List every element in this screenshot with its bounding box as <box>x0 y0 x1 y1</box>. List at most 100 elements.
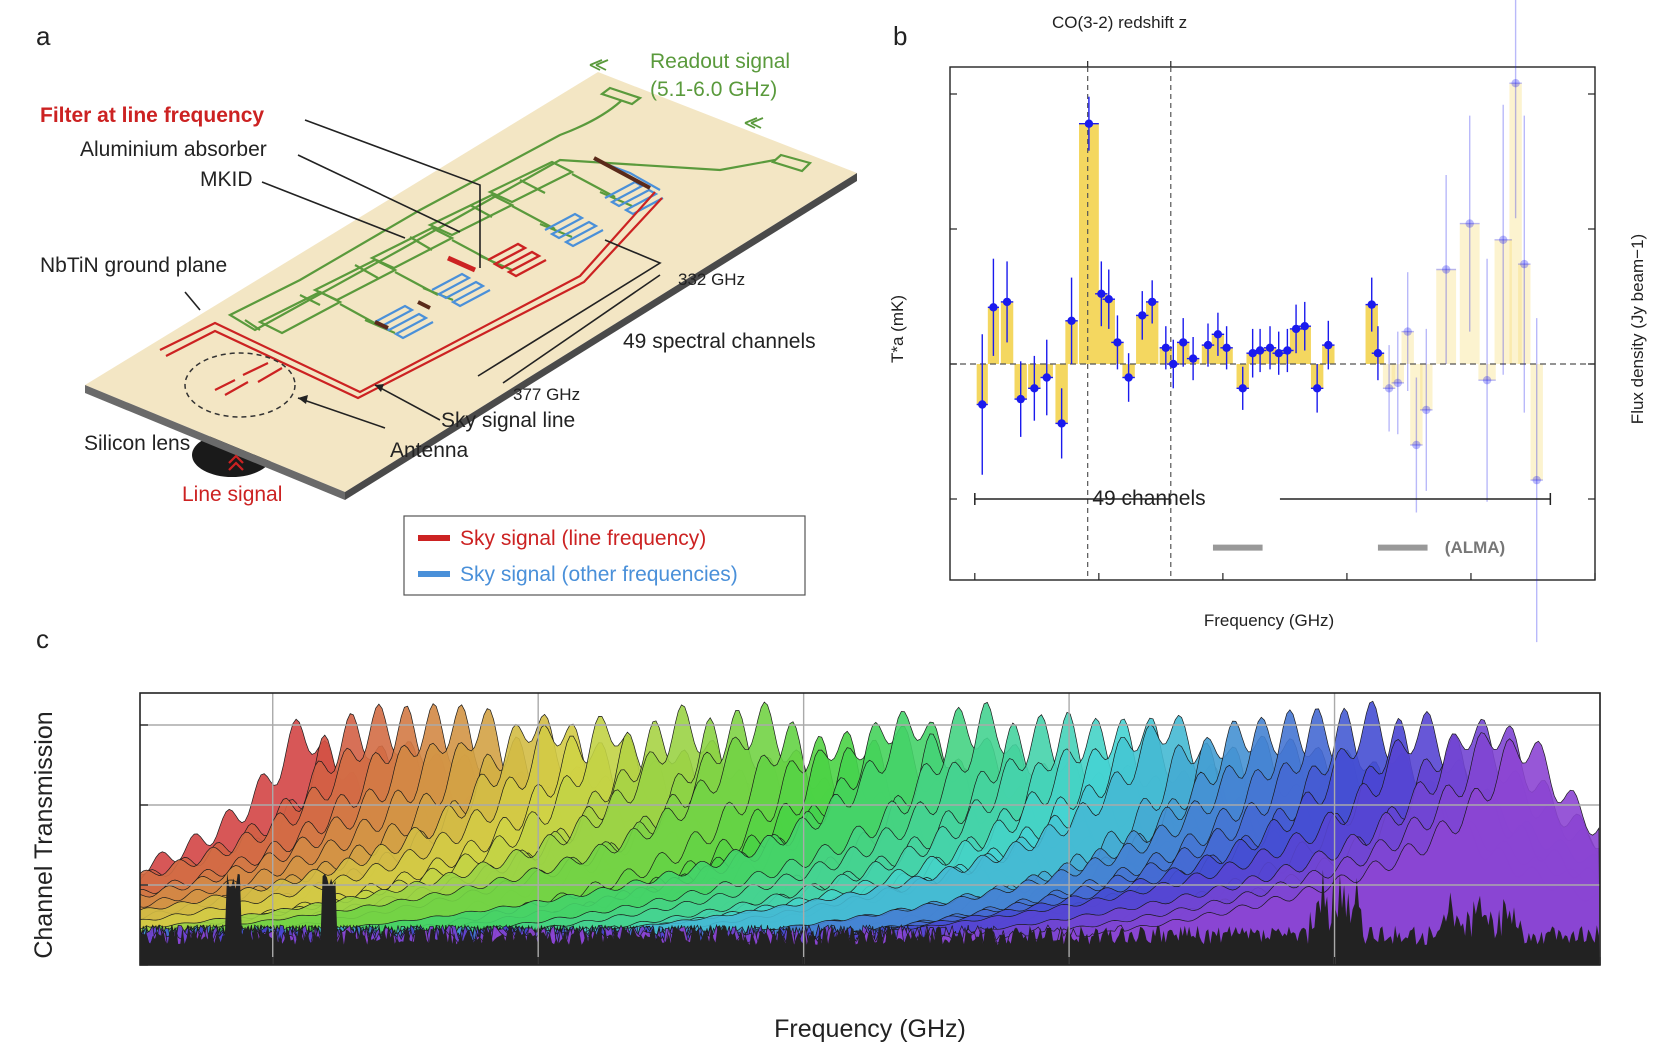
data-point <box>1532 475 1541 485</box>
data-point <box>1203 340 1213 350</box>
panel-b-label: b <box>893 21 907 51</box>
noise-floor-band <box>140 869 1600 965</box>
data-point <box>1511 79 1520 88</box>
data-point <box>1124 373 1133 382</box>
channel-bar <box>1079 123 1099 364</box>
sky-line-label: Sky signal line <box>441 409 575 432</box>
legend-line-frequency: Sky signal (line frequency) <box>460 527 706 550</box>
data-point <box>1412 440 1421 450</box>
freq-low-label: 377 GHz <box>513 385 580 404</box>
legend-swatch-line <box>418 535 450 541</box>
filter-at-line-frequency <box>446 242 547 278</box>
data-point <box>1441 265 1451 274</box>
ground-plane-label: NbTiN ground plane <box>40 254 227 277</box>
sky-signal-highlight <box>374 156 651 330</box>
data-point <box>1393 378 1402 388</box>
data-point <box>1138 311 1147 320</box>
data-point <box>1016 394 1025 404</box>
mkid-label: MKID <box>200 168 253 191</box>
data-point <box>989 303 998 312</box>
panel-c-transmission: c Frequency (GHz) Channel Transmission <box>30 624 1601 1043</box>
panel-a-device-diagram: a <box>36 21 857 596</box>
channel-bar <box>1459 223 1480 364</box>
channel-bar <box>1478 364 1496 381</box>
chip-edge-side <box>345 173 857 500</box>
channels-annotation: 49 channels <box>1092 487 1205 510</box>
channel-bar <box>1436 269 1457 364</box>
panel-c-frame <box>139 692 1601 966</box>
freq-high-label: 332 GHz <box>678 270 745 289</box>
legend-swatch-other <box>418 571 450 577</box>
channel-bar <box>1530 364 1543 481</box>
annotation-arrowheads <box>298 384 384 404</box>
legend-box <box>403 515 806 596</box>
line-signal-arrow-icon <box>228 454 244 471</box>
data-point <box>1520 259 1529 269</box>
panel-b-ylabel: T*a (mK) <box>888 295 907 363</box>
panel-a-legend: Sky signal (line frequency) Sky signal (… <box>403 515 806 596</box>
data-point <box>978 400 987 409</box>
sky-signal-line <box>159 191 663 400</box>
data-point <box>1422 405 1431 415</box>
antenna-label: Antenna <box>390 439 469 462</box>
data-point <box>1113 338 1122 347</box>
antenna-outline <box>184 352 296 418</box>
channels-label: 49 spectral channels <box>623 330 816 353</box>
data-point <box>1403 327 1412 336</box>
silicon-lens-label: Silicon lens <box>84 432 190 455</box>
panel-c-plot <box>139 692 1601 966</box>
line-signal-label: Line signal <box>182 483 282 506</box>
data-point <box>1002 297 1012 307</box>
data-point <box>1265 343 1275 352</box>
channel-bar <box>1420 364 1433 410</box>
data-point <box>1312 384 1322 393</box>
data-point <box>1238 384 1247 393</box>
data-point <box>1255 346 1265 355</box>
data-point <box>1300 322 1309 331</box>
data-point <box>1084 119 1094 128</box>
readout-signal-label: Readout signal <box>650 50 790 73</box>
panel-c-xlabel: Frequency (GHz) <box>774 1015 966 1043</box>
filter-label: Filter at line frequency <box>40 104 264 127</box>
panel-b-y2label: Flux density (Jy beam−1) <box>1628 234 1647 424</box>
data-point <box>1283 346 1292 355</box>
data-point <box>1291 324 1301 334</box>
data-point <box>1373 349 1383 358</box>
channel-bar <box>1365 304 1378 364</box>
data-point <box>1324 340 1333 350</box>
chip-edge-front <box>85 385 345 500</box>
data-point <box>1499 235 1508 244</box>
readout-band-label: (5.1-6.0 GHz) <box>650 78 777 101</box>
panel-c-label: c <box>36 624 49 654</box>
panel-b-frame <box>949 66 1596 581</box>
data-point <box>1178 338 1188 347</box>
data-point <box>1213 330 1223 339</box>
data-point <box>1030 384 1039 393</box>
annotation-leaders <box>184 119 662 429</box>
data-point <box>1222 343 1231 352</box>
channel-bar <box>1509 83 1522 364</box>
channel-bar <box>1518 264 1531 364</box>
redshift-axis-title: CO(3-2) redshift z <box>1052 13 1187 32</box>
data-point <box>1042 373 1051 382</box>
data-point <box>1384 384 1394 393</box>
panel-b-xlabel: Frequency (GHz) <box>1204 611 1334 630</box>
legend-other-frequencies: Sky signal (other frequencies) <box>460 563 738 586</box>
absorber-label: Aluminium absorber <box>80 138 267 161</box>
alma-annotation: (ALMA) <box>1445 538 1505 557</box>
channel-bar <box>1145 301 1159 364</box>
channel-bar <box>1410 364 1423 445</box>
panel-c-ylabel: Channel Transmission <box>30 711 58 958</box>
data-point <box>1188 354 1198 363</box>
panel-b-plot <box>949 0 1596 643</box>
data-point <box>1161 343 1171 352</box>
chip-surface <box>85 72 857 492</box>
data-point <box>1097 289 1106 298</box>
data-point <box>1465 219 1474 228</box>
data-point <box>1147 297 1157 307</box>
data-point <box>1169 359 1178 369</box>
data-point <box>1482 376 1492 385</box>
panel-b-spectrum: b CO(3-2) redshift z 49 channels (ALMA) … <box>888 0 1647 643</box>
data-point <box>1274 349 1283 358</box>
